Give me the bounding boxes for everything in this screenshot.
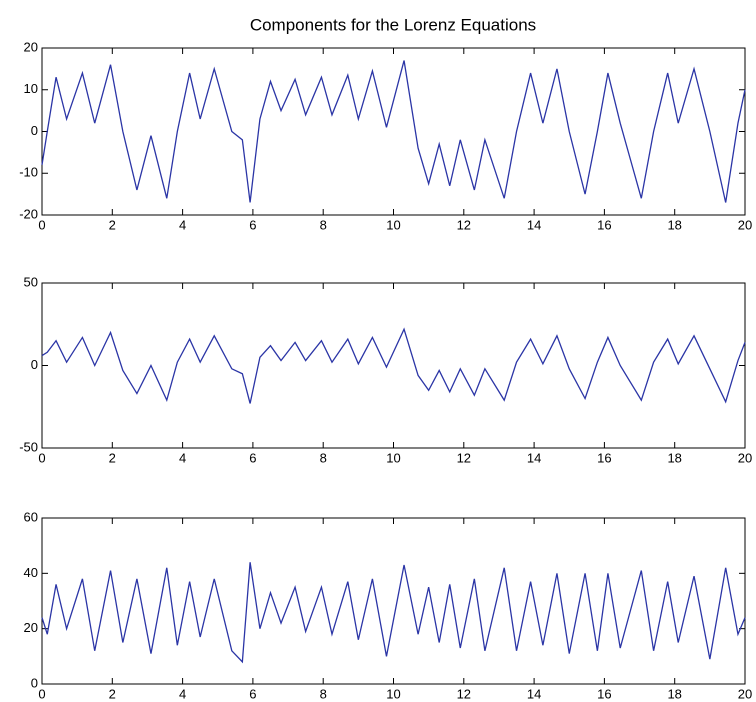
- x-tick-label: 14: [527, 450, 541, 465]
- data-line: [41, 327, 746, 404]
- x-tick-label: 2: [109, 686, 116, 701]
- x-tick-label: 16: [597, 217, 611, 232]
- x-tick-label: 10: [386, 686, 400, 701]
- data-line: [41, 562, 746, 664]
- x-tick-label: 12: [457, 450, 471, 465]
- chart-title: Components for the Lorenz Equations: [250, 15, 536, 34]
- x-tick-label: 2: [109, 217, 116, 232]
- y-tick-label: 0: [31, 123, 38, 138]
- plot-area: [41, 47, 746, 216]
- x-tick-label: 8: [320, 450, 327, 465]
- x-tick-label: 0: [38, 686, 45, 701]
- x-tick-label: 20: [738, 217, 752, 232]
- x-tick-label: 18: [667, 686, 681, 701]
- data-line: [41, 60, 746, 203]
- y-tick-label: 20: [24, 39, 38, 54]
- y-tick-label: 60: [24, 509, 38, 524]
- x-tick-label: 0: [38, 217, 45, 232]
- x-tick-label: 4: [179, 217, 186, 232]
- x-tick-label: 12: [457, 686, 471, 701]
- x-tick-label: 2: [109, 450, 116, 465]
- plot-area: [41, 517, 746, 685]
- y-tick-label: 0: [31, 675, 38, 690]
- y-tick-label: 40: [24, 565, 38, 580]
- plot-area: [41, 282, 746, 449]
- x-tick-label: 14: [527, 686, 541, 701]
- x-tick-label: 10: [386, 450, 400, 465]
- x-tick-label: 18: [667, 450, 681, 465]
- y-tick-label: -20: [19, 206, 38, 221]
- x-tick-label: 6: [249, 450, 256, 465]
- x-tick-label: 6: [249, 686, 256, 701]
- x-tick-label: 20: [738, 450, 752, 465]
- x-tick-label: 8: [320, 217, 327, 232]
- x-tick-label: 16: [597, 450, 611, 465]
- x-tick-label: 0: [38, 450, 45, 465]
- y-tick-label: -50: [19, 439, 38, 454]
- x-tick-label: 20: [738, 686, 752, 701]
- x-tick-label: 4: [179, 686, 186, 701]
- y-tick-label: 20: [24, 620, 38, 635]
- x-tick-label: 12: [457, 217, 471, 232]
- x-tick-label: 10: [386, 217, 400, 232]
- x-tick-label: 14: [527, 217, 541, 232]
- y-tick-label: -10: [19, 165, 38, 180]
- x-tick-label: 18: [667, 217, 681, 232]
- x-tick-label: 6: [249, 217, 256, 232]
- x-tick-label: 16: [597, 686, 611, 701]
- x-tick-label: 8: [320, 686, 327, 701]
- y-tick-label: 10: [24, 81, 38, 96]
- x-tick-label: 4: [179, 450, 186, 465]
- y-tick-label: 50: [24, 274, 38, 289]
- y-tick-label: 0: [31, 357, 38, 372]
